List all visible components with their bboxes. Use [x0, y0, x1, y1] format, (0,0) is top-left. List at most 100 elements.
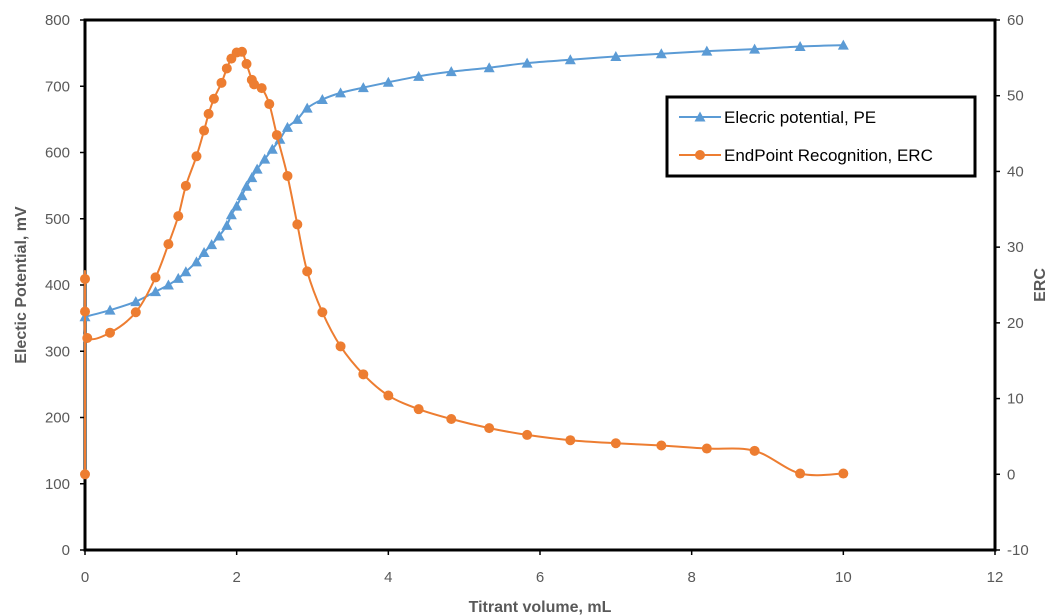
y-tick-label: 500: [45, 211, 70, 228]
pe-point: [236, 190, 248, 201]
erc-point: [163, 239, 174, 250]
erc-point: [191, 151, 202, 162]
erc-point: [317, 307, 328, 318]
erc-point: [264, 99, 275, 110]
y-tick-label: 400: [45, 277, 70, 294]
erc-point: [271, 130, 282, 141]
erc-point: [446, 414, 457, 425]
erc-point: [82, 333, 93, 343]
legend: Elecric potential, PE EndPoint Recogniti…: [665, 95, 977, 178]
erc-point: [302, 266, 313, 277]
erc-point: [221, 63, 232, 74]
pe-point: [259, 153, 271, 164]
x-tick-label: 0: [81, 569, 89, 586]
erc-point: [130, 307, 141, 318]
y2-tick-label: 0: [1007, 466, 1015, 483]
erc-point: [795, 468, 806, 479]
y-tick-label: 200: [45, 410, 70, 427]
y-tick-label: 100: [45, 476, 70, 493]
pe-point: [749, 43, 761, 54]
pe-point: [213, 230, 225, 241]
erc-point: [203, 108, 214, 119]
y2-tick-label: 30: [1007, 239, 1024, 256]
legend-label-pe: Elecric potential, PE: [724, 108, 876, 127]
pe-point: [266, 143, 278, 154]
x-tick-label: 4: [384, 569, 392, 586]
erc-point: [80, 306, 90, 317]
erc-point: [208, 93, 219, 104]
pe-point: [130, 296, 142, 307]
pe-point: [180, 266, 192, 277]
pe-point: [610, 50, 622, 61]
erc-point: [282, 170, 293, 181]
y-tick-label: 800: [45, 12, 70, 29]
pe-point: [162, 279, 174, 290]
x-tick-label: 10: [835, 569, 852, 586]
erc-point: [241, 58, 252, 69]
pe-point: [301, 102, 313, 113]
x-axis-title: Titrant volume, mL: [469, 599, 612, 616]
y-tick-label: 300: [45, 343, 70, 360]
erc-point: [522, 429, 533, 440]
y2-tick-label: 50: [1007, 88, 1024, 105]
erc-point: [80, 469, 90, 480]
axes-group: 0 2 4 6 8 10 12 0 100 200 300 400 500 600 700 800 -10 0 10…: [45, 12, 1029, 586]
erc-point: [236, 46, 247, 57]
pe-point: [335, 87, 347, 98]
legend-label-erc: EndPoint Recognition, ERC: [724, 146, 933, 165]
erc-point: [749, 445, 760, 456]
pe-point: [241, 180, 253, 191]
pe-point: [190, 256, 202, 267]
erc-point: [256, 83, 267, 94]
y2-tick-label: 20: [1007, 315, 1024, 332]
y-axis-title: Electic Potential, mV: [13, 206, 30, 364]
erc-point: [216, 77, 227, 88]
pe-point: [701, 45, 713, 56]
y-tick-label: 600: [45, 145, 70, 162]
pe-point: [291, 113, 303, 124]
erc-point: [701, 443, 712, 454]
erc-point: [484, 423, 495, 434]
erc-point: [383, 390, 394, 401]
y-tick-label: 0: [62, 542, 70, 559]
y2-tick-label: 60: [1007, 12, 1024, 29]
pe-point: [357, 82, 369, 93]
legend-circle-marker: [695, 150, 705, 160]
y2-tick-label: 40: [1007, 163, 1024, 180]
pe-point: [445, 66, 457, 77]
erc-point: [335, 341, 346, 352]
erc-point: [199, 125, 210, 136]
erc-point: [413, 404, 424, 415]
erc-point: [173, 211, 184, 222]
pe-point: [104, 304, 116, 315]
erc-point: [249, 79, 260, 90]
pe-point: [413, 70, 425, 81]
y2-tick-label: -10: [1007, 542, 1029, 559]
erc-point: [180, 180, 191, 191]
pe-point: [231, 200, 243, 211]
legend-triangle-marker: [694, 111, 706, 122]
pe-point: [281, 121, 293, 132]
pe-point: [225, 209, 237, 220]
pe-point: [564, 54, 576, 65]
y2-tick-label: 10: [1007, 391, 1024, 408]
pe-point: [655, 48, 667, 59]
legend-box: [665, 95, 977, 178]
erc-point: [80, 273, 90, 284]
erc-point: [656, 440, 667, 451]
erc-point: [565, 435, 576, 446]
erc-point: [610, 438, 621, 449]
pe-point: [837, 39, 849, 50]
pe-point: [794, 41, 806, 51]
erc-point: [358, 369, 369, 380]
y2-axis-title: ERC: [1032, 268, 1049, 302]
erc-point: [150, 272, 161, 283]
pe-point: [483, 62, 495, 73]
pe-point: [150, 286, 162, 297]
y-tick-label: 700: [45, 78, 70, 95]
pe-point: [221, 219, 233, 230]
series-group: [79, 39, 849, 480]
pe-point: [172, 272, 184, 283]
pe-point: [246, 172, 258, 183]
